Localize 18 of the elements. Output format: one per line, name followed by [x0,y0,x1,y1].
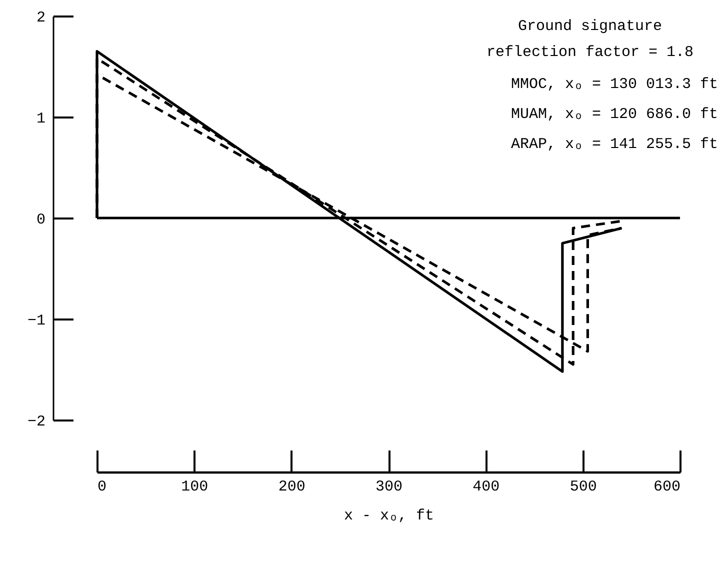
y-tick-label: 0 [36,212,46,228]
annotation: ARAP, xₒ = 141 255.5 ft [510,136,718,153]
x-tick-label: 300 [375,478,403,496]
annotation: reflection factor = 1.8 [486,44,694,61]
y-tick-label: 2 [36,10,46,26]
x-axis-title: x - xₒ, ft [344,508,434,524]
y-tick-label: −1 [27,312,46,330]
annotation: MUAM, xₒ = 120 686.0 ft [510,106,718,123]
x-tick-label: 0 [98,478,107,496]
y-tick-label: −2 [27,414,46,430]
x-tick-label: 200 [278,478,306,496]
x-tick-label: 600 [653,478,680,496]
x-tick-label: 500 [570,478,597,496]
x-tick-label: 100 [181,478,208,496]
annotation: MMOC, xₒ = 130 013.3 ft [510,76,718,93]
annotation: Ground signature [518,18,662,35]
x-tick-label: 400 [472,478,500,496]
y-tick-label: 1 [36,110,46,128]
